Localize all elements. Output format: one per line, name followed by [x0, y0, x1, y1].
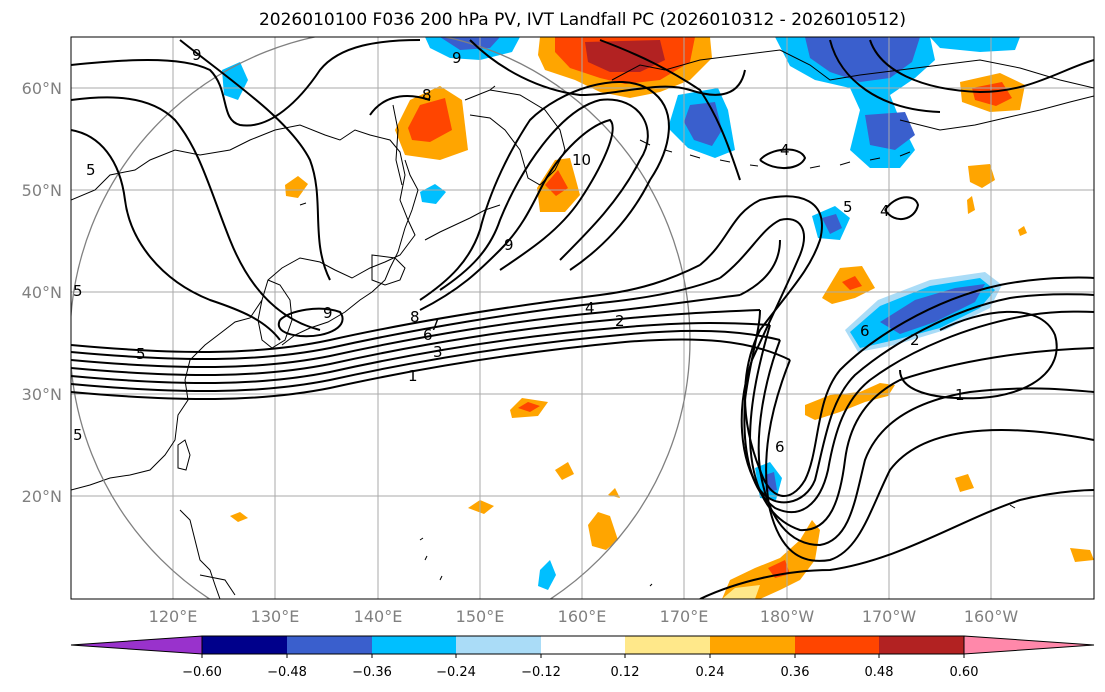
pv-contours — [71, 39, 1094, 599]
plot-frame — [70, 36, 1095, 600]
pv-positive-patch — [230, 512, 248, 522]
pv-positive-patch — [967, 196, 975, 214]
lon-label: 170°E — [660, 607, 709, 626]
contour-label: 5 — [843, 198, 853, 216]
colorbar-segment — [795, 636, 879, 654]
contour-label: 4 — [880, 202, 890, 220]
contour-label: 2 — [615, 312, 625, 330]
contour-label: 4 — [780, 141, 790, 159]
lon-label: 170°W — [862, 607, 917, 626]
lon-label: 150°E — [456, 607, 505, 626]
contour-label: 9 — [504, 236, 514, 254]
contour-label: 1 — [408, 367, 418, 385]
pv-positive-patch — [588, 512, 618, 550]
pv-negative-patch — [865, 112, 915, 150]
lon-label: 140°E — [354, 607, 403, 626]
pv-positive-patch — [968, 164, 995, 188]
pv-positive-patch — [1018, 226, 1027, 236]
colorbar-extend-low — [70, 635, 203, 655]
lat-label: 20°N — [22, 487, 62, 506]
colorbar-segment — [456, 636, 541, 654]
lon-label: 130°E — [251, 607, 300, 626]
colorbar-segment — [625, 636, 710, 654]
lon-label: 160°W — [964, 607, 1019, 626]
contour-label: 9 — [323, 304, 333, 322]
colorbar: −0.60 −0.48 −0.36 −0.24 −0.12 0.12 0.24 … — [70, 635, 1095, 680]
pv-positive-patch — [285, 176, 308, 198]
pv-positive-patch — [722, 520, 820, 599]
colorbar-tick-label: −0.36 — [352, 665, 392, 680]
colorbar-tick-label: 0.60 — [950, 665, 979, 680]
contour-label: 6 — [775, 438, 785, 456]
colorbar-extend-high — [963, 635, 1095, 655]
contour-label: 1 — [955, 386, 965, 404]
lat-label: 30°N — [22, 385, 62, 404]
contour-label: 8 — [422, 86, 432, 104]
contour-label: 2 — [910, 331, 920, 349]
lat-label: 40°N — [22, 283, 62, 302]
latitude-labels: 60°N 50°N 40°N 30°N 20°N — [22, 79, 62, 506]
colorbar-tick-label: 0.48 — [865, 665, 894, 680]
pv-positive-patch — [585, 40, 665, 72]
contour-label: 5 — [73, 426, 83, 444]
lat-label: 50°N — [22, 181, 62, 200]
colorbar-frame — [201, 635, 965, 655]
pv-positive-patch — [555, 462, 574, 480]
pv-negative-patch — [222, 62, 248, 100]
pv-negative-patch — [822, 214, 842, 234]
pv-positive-patch — [408, 98, 452, 142]
colorbar-segment — [372, 636, 456, 654]
contour-label: 7 — [430, 316, 440, 334]
pv-positive-patch — [722, 585, 760, 599]
colorbar-tick-label: 0.24 — [696, 665, 725, 680]
pv-positive-patch — [842, 276, 862, 290]
colorbar-tick-label: 0.36 — [781, 665, 810, 680]
contour-label: 10 — [572, 151, 591, 169]
contour-label: 6 — [860, 322, 870, 340]
pv-positive-patch — [1070, 548, 1094, 562]
colorbar-tick-label: 0.12 — [611, 665, 640, 680]
contour-label: 6 — [423, 326, 433, 344]
lon-label: 160°E — [558, 607, 607, 626]
contour-label: 5 — [136, 345, 146, 363]
pv-positive-patch — [468, 500, 494, 514]
contour-label: 3 — [433, 343, 443, 361]
colorbar-segment — [287, 636, 372, 654]
pv-positive-patch — [518, 402, 540, 412]
colorbar-tick-label: −0.24 — [436, 665, 476, 680]
pv-negative-patch — [538, 560, 556, 590]
pv-negative-patch — [420, 184, 446, 204]
contour-label: 8 — [410, 308, 420, 326]
contour-label: 9 — [192, 46, 202, 64]
colorbar-segment — [710, 636, 795, 654]
pv-positive-patch — [955, 474, 974, 492]
colorbar-tick-label: −0.48 — [267, 665, 307, 680]
lon-label: 120°E — [149, 607, 198, 626]
colorbar-segment — [541, 636, 625, 654]
colorbar-tick-label: −0.60 — [182, 665, 222, 680]
contour-labels: 9 5 5 5 9 8 10 9 9 8 7 6 5 4 3 2 1 4 5 4… — [73, 46, 965, 456]
longitude-labels: 120°E 130°E 140°E 150°E 160°E 170°E 180°… — [149, 607, 1019, 626]
map-title: 2026010100 F036 200 hPa PV, IVT Landfall… — [258, 10, 906, 30]
lat-label: 60°N — [22, 79, 62, 98]
contour-label: 5 — [73, 282, 83, 300]
colorbar-segment — [879, 636, 964, 654]
lon-label: 180°W — [760, 607, 815, 626]
contour-label: 5 — [86, 161, 96, 179]
contour-label: 9 — [452, 49, 462, 67]
pv-negative-patch — [930, 37, 1020, 52]
contour-label: 4 — [585, 299, 595, 317]
colorbar-tick-label: −0.12 — [521, 665, 561, 680]
colorbar-segment — [202, 636, 287, 654]
